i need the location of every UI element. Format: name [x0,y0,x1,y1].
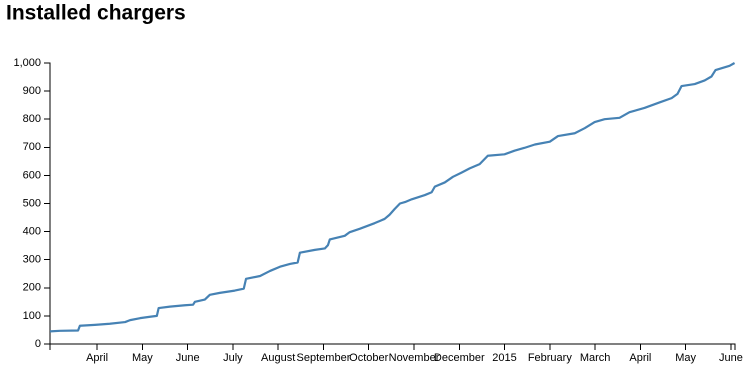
y-tick-label: 300 [23,254,41,266]
x-tick-label: June [176,352,200,364]
y-tick-label: 1,000 [13,57,41,69]
x-tick-label: April [629,352,651,364]
y-tick-label: 0 [35,338,41,350]
x-axis [49,343,736,350]
chart-title: Installed chargers [6,2,186,25]
x-tick-label: March [580,352,611,364]
y-tick-label: 500 [23,197,41,209]
x-tick-label: December [434,352,485,364]
x-tick-label: May [675,352,696,364]
y-tick-label: 900 [23,85,41,97]
x-tick-label: May [132,352,153,364]
y-tick-label: 400 [23,226,41,238]
x-tick-label: June [719,352,743,364]
y-tick-label: 200 [23,282,41,294]
x-tick-label: 2015 [492,352,516,364]
x-tick-label: July [223,352,243,364]
y-tick-label: 700 [23,141,41,153]
x-tick-label: August [261,352,295,364]
x-tick-label: October [349,352,388,364]
y-tick-label: 600 [23,169,41,181]
x-tick-label: November [389,352,440,364]
x-tick-label: April [86,352,108,364]
x-tick-label: February [528,352,573,364]
y-tick-label: 100 [23,310,41,322]
data-line [49,62,736,333]
y-tick-label: 800 [23,113,41,125]
x-tick-label: September [297,352,351,364]
